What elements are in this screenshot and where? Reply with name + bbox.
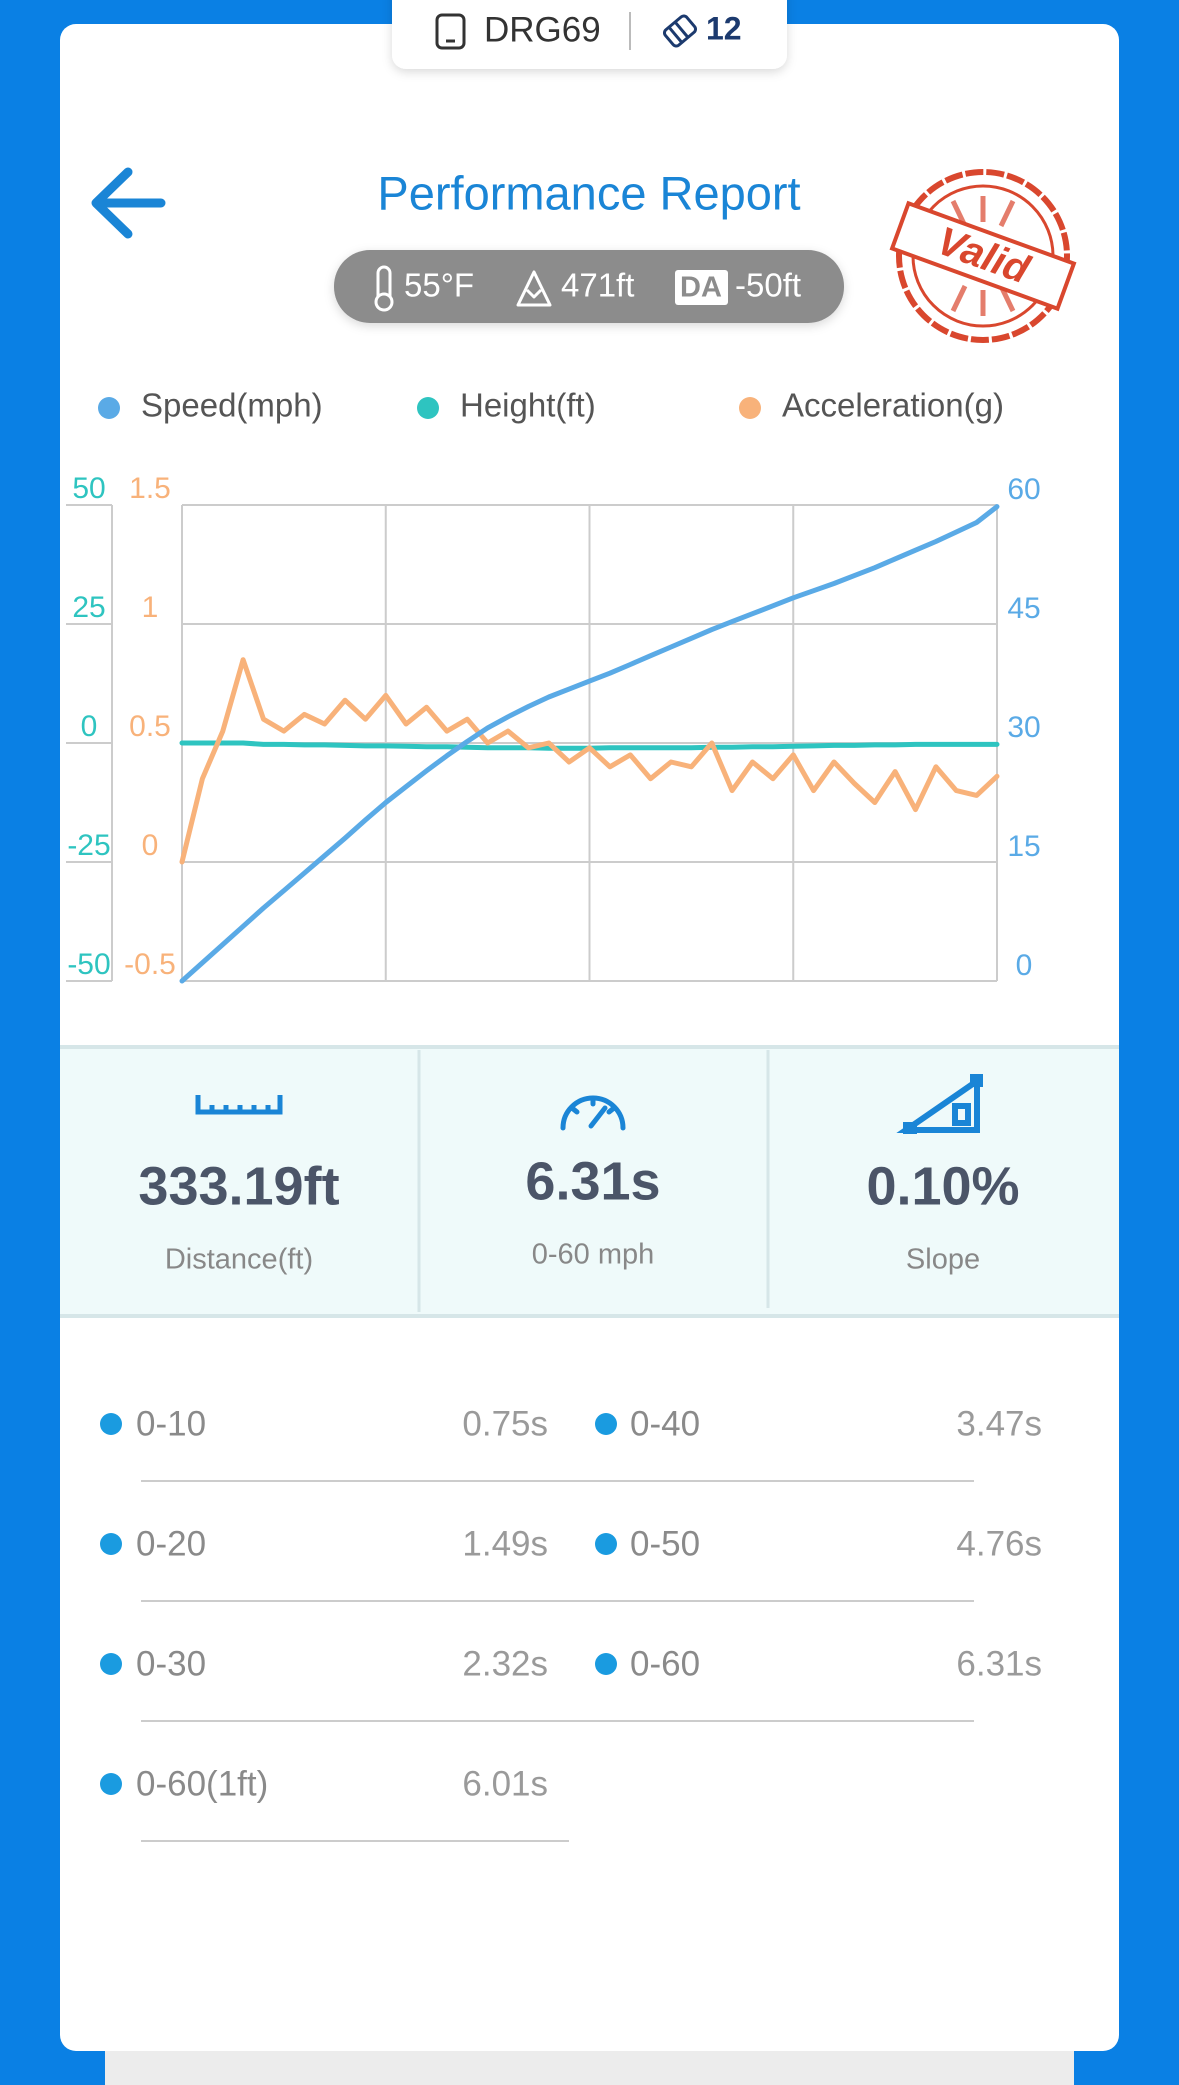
page-title: Performance Report <box>377 166 800 219</box>
split-label: 0-20 <box>136 1524 206 1563</box>
legend-dot <box>739 397 761 419</box>
y-tick-label: 0.5 <box>129 710 171 743</box>
tire-icon <box>662 14 698 48</box>
y2-tick-label: 15 <box>1007 830 1040 863</box>
summary-panel <box>60 1046 1119 1316</box>
density-altitude: -50ft <box>735 267 801 304</box>
y2-tick-label: 30 <box>1007 711 1040 744</box>
splits: 0-10 0.75s 0-40 3.47s 0-20 1.49s 0-50 4.76s 0-30… <box>100 1404 1042 1842</box>
summary-label: 0-60 mph <box>532 1239 655 1271</box>
split-label: 0-30 <box>136 1644 206 1683</box>
split-label: 0-40 <box>630 1404 700 1443</box>
summary-value: 6.31s <box>525 1151 660 1211</box>
summary-value: 333.19ft <box>138 1156 339 1216</box>
speed-icon <box>560 1095 626 1131</box>
legend-label: Acceleration(g) <box>782 387 1004 424</box>
legend-label: Speed(mph) <box>141 387 323 424</box>
split-dot <box>100 1773 122 1795</box>
split-time: 0.75s <box>462 1404 548 1443</box>
split-label: 0-10 <box>136 1404 206 1443</box>
legend-dot <box>98 397 120 419</box>
y2-tick-label: 60 <box>1007 473 1040 506</box>
split-dot <box>100 1653 122 1675</box>
split-time: 6.31s <box>956 1644 1042 1683</box>
y-tick-label: 1 <box>142 591 159 624</box>
y-tick-label: 50 <box>72 472 105 505</box>
split-time: 1.49s <box>462 1524 548 1563</box>
y-tick-label: -0.5 <box>124 948 176 981</box>
summary-value: 0.10% <box>866 1156 1019 1216</box>
summary-label: Slope <box>906 1244 980 1276</box>
slope-icon-top <box>970 1074 983 1087</box>
split-label: 0-50 <box>630 1524 700 1563</box>
da-box <box>675 270 728 305</box>
y2-tick-label: 45 <box>1007 592 1040 625</box>
y-tick-label: 0 <box>142 829 159 862</box>
legend-dot <box>417 397 439 419</box>
chart: Speed(mph) Height(ft) Acceleration(g) 0 15 30… <box>66 387 1041 984</box>
series-line <box>179 504 1000 984</box>
split-time: 3.47s <box>956 1404 1042 1443</box>
y-tick-label: 25 <box>72 591 105 624</box>
split-dot <box>100 1413 122 1435</box>
card <box>60 24 1119 2051</box>
split-dot <box>595 1413 617 1435</box>
y2-tick-label: 0 <box>1016 949 1033 982</box>
summary: 333.19ft Distance(ft) 6.31s 0-60 mph 0.10% Sl… <box>138 1151 1019 1275</box>
split-label: 0-60 <box>630 1644 700 1683</box>
tire-count: 12 <box>706 10 742 46</box>
split-time: 4.76s <box>956 1524 1042 1563</box>
altitude-icon <box>516 270 552 307</box>
phone-icon <box>435 13 466 50</box>
summary-label: Distance(ft) <box>165 1244 313 1276</box>
split-dot <box>595 1533 617 1555</box>
y-tick-label: -25 <box>67 829 110 862</box>
back-button[interactable] <box>91 167 166 239</box>
split-dot <box>595 1653 617 1675</box>
split-time: 2.32s <box>462 1644 548 1683</box>
da-label: DA <box>680 272 722 304</box>
y-tick-label: 0 <box>81 710 98 743</box>
split-time: 6.01s <box>462 1764 548 1803</box>
legend-label: Height(ft) <box>460 387 596 424</box>
distance-icon <box>195 1095 283 1115</box>
y-tick-label: 1.5 <box>129 472 171 505</box>
thermometer-icon <box>374 265 394 312</box>
slope-icon <box>896 1075 980 1133</box>
temperature: 55°F <box>404 267 474 304</box>
series-line <box>179 657 1000 865</box>
split-dot <box>100 1533 122 1555</box>
slope-icon-base <box>903 1122 917 1134</box>
split-label: 0-60(1ft) <box>136 1764 268 1803</box>
altitude: 471ft <box>561 267 634 304</box>
device-name: DRG69 <box>484 10 601 49</box>
y-tick-label: -50 <box>67 948 110 981</box>
